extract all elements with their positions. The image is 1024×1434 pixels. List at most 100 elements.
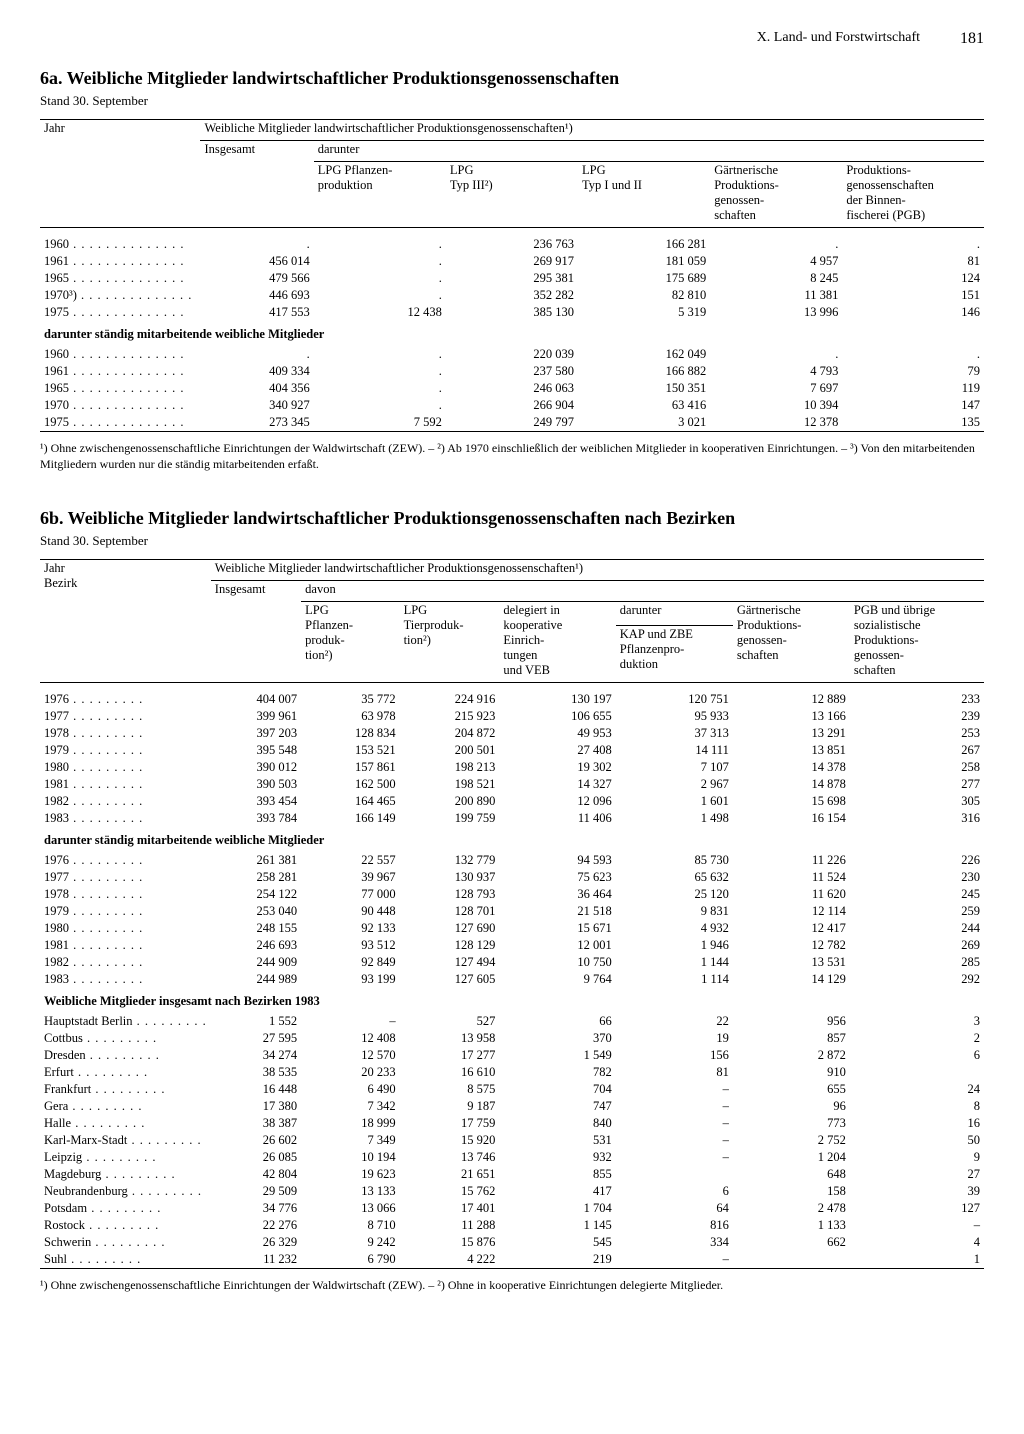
row-label: 1961 (40, 363, 200, 380)
cell: 50 (850, 1132, 984, 1149)
table-row: Suhl11 2326 7904 222219–1 (40, 1251, 984, 1269)
row-label: Dresden (40, 1047, 211, 1064)
cell: 233 (850, 691, 984, 708)
cell: 15 698 (733, 793, 850, 810)
cell: 662 (733, 1234, 850, 1251)
col-main: Weibliche Mitglieder landwirtschaftliche… (200, 120, 984, 141)
table-row: Neubrandenburg29 50913 13315 76241761583… (40, 1183, 984, 1200)
cell: . (710, 236, 842, 253)
table-row: 1980390 012157 861198 21319 3027 10714 3… (40, 759, 984, 776)
page-header: X. Land- und Forstwirtschaft 181 (40, 30, 984, 48)
table-6a-sub1: darunter ständig mitarbeitende weibliche… (40, 321, 984, 346)
row-label: Neubrandenburg (40, 1183, 211, 1200)
cell: 1 145 (499, 1217, 615, 1234)
cell: 85 730 (616, 852, 733, 869)
cell: 162 500 (301, 776, 399, 793)
table-row: 1983393 784166 149199 75911 4061 49816 1… (40, 810, 984, 827)
cell: 199 759 (400, 810, 500, 827)
cell: 15 876 (400, 1234, 500, 1251)
row-label: 1981 (40, 937, 211, 954)
cell: 1 114 (616, 971, 733, 988)
table-row: 1982244 90992 849127 49410 7501 14413 53… (40, 954, 984, 971)
cell: 94 593 (499, 852, 615, 869)
cell: . (314, 287, 446, 304)
cell: 244 989 (211, 971, 301, 988)
cell: 390 012 (211, 759, 301, 776)
col-b-c2: LPG Tierproduk- tion²) (400, 602, 500, 683)
cell: 2 872 (733, 1047, 850, 1064)
cell: 22 276 (211, 1217, 301, 1234)
cell: 7 349 (301, 1132, 399, 1149)
row-label: 1976 (40, 852, 211, 869)
col-main-b: Weibliche Mitglieder landwirtschaftliche… (211, 560, 984, 581)
row-label: Gera (40, 1098, 211, 1115)
cell: 19 302 (499, 759, 615, 776)
cell: 132 779 (400, 852, 500, 869)
row-label: Karl-Marx-Stadt (40, 1132, 211, 1149)
table-6b: Jahr Bezirk Weibliche Mitglieder landwir… (40, 559, 984, 1271)
cell: 747 (499, 1098, 615, 1115)
cell: 106 655 (499, 708, 615, 725)
table-6a-title: 6a. Weibliche Mitglieder landwirtschaftl… (40, 68, 984, 89)
cell: 305 (850, 793, 984, 810)
cell: 79 (842, 363, 984, 380)
cell: 37 313 (616, 725, 733, 742)
cell: 855 (499, 1166, 615, 1183)
cell: 258 281 (211, 869, 301, 886)
table-6b-footnote: ¹) Ohne zwischengenossenschaftliche Einr… (40, 1277, 984, 1293)
cell: 399 961 (211, 708, 301, 725)
table-row: Karl-Marx-Stadt26 6027 34915 920531–2 75… (40, 1132, 984, 1149)
cell: . (314, 253, 446, 270)
cell: 175 689 (578, 270, 710, 287)
col-b-c4: KAP und ZBE Pflanzenpro- duktion (616, 626, 733, 683)
row-label: 1979 (40, 742, 211, 759)
table-6a-stand: Stand 30. September (40, 93, 984, 109)
cell: 246 063 (446, 380, 578, 397)
cell: 13 531 (733, 954, 850, 971)
row-label: 1961 (40, 253, 200, 270)
cell: 9 831 (616, 903, 733, 920)
cell: . (314, 236, 446, 253)
cell: 8 245 (710, 270, 842, 287)
row-label: 1982 (40, 793, 211, 810)
row-label: Suhl (40, 1251, 211, 1269)
cell: . (842, 236, 984, 253)
cell: 130 197 (499, 691, 615, 708)
cell: 404 007 (211, 691, 301, 708)
table-row: 1983244 98993 199127 6059 7641 11414 129… (40, 971, 984, 988)
cell: 655 (733, 1081, 850, 1098)
cell: 1 704 (499, 1200, 615, 1217)
cell: 11 226 (733, 852, 850, 869)
cell: 7 697 (710, 380, 842, 397)
cell: 1 204 (733, 1149, 850, 1166)
cell: 910 (733, 1064, 850, 1081)
table-row: 1979253 04090 448128 70121 5189 83112 11… (40, 903, 984, 920)
cell: 267 (850, 742, 984, 759)
cell: 316 (850, 810, 984, 827)
table-row: 1961456 014.269 917181 0594 95781 (40, 253, 984, 270)
cell: 253 040 (211, 903, 301, 920)
row-label: 1978 (40, 725, 211, 742)
col-b-c5: Gärtnerische Produktions- genossen- scha… (733, 602, 850, 683)
table-row: 1965479 566.295 381175 6898 245124 (40, 270, 984, 287)
cell: 14 129 (733, 971, 850, 988)
cell: 13 851 (733, 742, 850, 759)
cell: 246 693 (211, 937, 301, 954)
cell: 2 967 (616, 776, 733, 793)
cell: 17 380 (211, 1098, 301, 1115)
table-row: Potsdam34 77613 06617 4011 704642 478127 (40, 1200, 984, 1217)
row-label: 1982 (40, 954, 211, 971)
cell: 2 478 (733, 1200, 850, 1217)
cell: 1 133 (733, 1217, 850, 1234)
table-row: Hauptstadt Berlin1 552–52766229563 (40, 1013, 984, 1030)
row-label: Magdeburg (40, 1166, 211, 1183)
col-c5: Produktions- genossenschaften der Binnen… (842, 162, 984, 228)
cell: 92 133 (301, 920, 399, 937)
cell: 1 144 (616, 954, 733, 971)
col-b-c1: LPG Pflanzen- produk- tion²) (301, 602, 399, 683)
row-label: Hauptstadt Berlin (40, 1013, 211, 1030)
cell: . (314, 380, 446, 397)
cell: 166 281 (578, 236, 710, 253)
cell: 65 632 (616, 869, 733, 886)
cell: 25 120 (616, 886, 733, 903)
